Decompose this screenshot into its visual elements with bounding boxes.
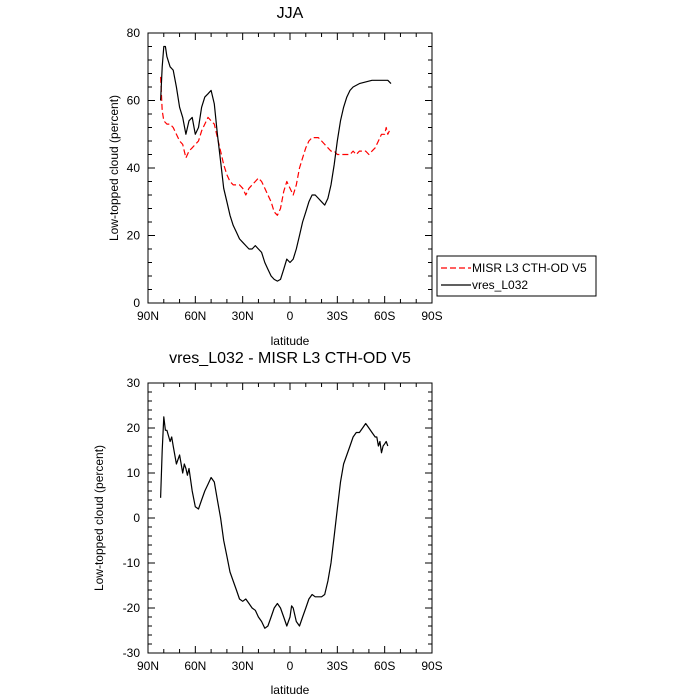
bottom-gridticks — [147, 382, 433, 654]
bottom-tick-labels: 90N 60N 30N 0 30S 60S 90S -30 -20 -10 0 10 20 30 — [123, 376, 443, 673]
bottom-y-tick-label: 30 — [127, 376, 141, 390]
top-gridticks — [147, 32, 433, 304]
bottom-y-axis-label: Low-topped cloud (percent) — [92, 445, 106, 591]
top-plot-area: 90N 60N 30N 0 30S 60S 90S 0 20 40 60 80 — [127, 26, 443, 323]
legend-label-vres: vres_L032 — [472, 278, 528, 292]
bottom-plot-area: 90N 60N 30N 0 30S 60S 90S -30 -20 -10 0 10 20 30 — [123, 376, 443, 673]
top-chart-title: JJA — [277, 5, 304, 22]
bottom-chart-title: vres_L032 - MISR L3 CTH-OD V5 — [169, 350, 411, 367]
bottom-y-tick-label: -10 — [123, 556, 141, 570]
bottom-y-tick-label: 20 — [127, 421, 141, 435]
bottom-y-tick-label: 10 — [127, 466, 141, 480]
bottom-x-tick-label: 60N — [184, 659, 206, 673]
top-x-tick-label: 60N — [184, 309, 206, 323]
bottom-x-tick-label: 0 — [287, 659, 294, 673]
top-x-tick-label: 90S — [421, 309, 442, 323]
top-y-tick-label: 20 — [127, 229, 141, 243]
bottom-x-tick-label: 90N — [137, 659, 159, 673]
top-tick-labels: 90N 60N 30N 0 30S 60S 90S 0 20 40 60 80 — [127, 26, 443, 323]
top-y-axis-label: Low-topped cloud (percent) — [107, 95, 121, 241]
bottom-series — [160, 416, 389, 629]
top-y-tick-label: 0 — [133, 296, 140, 310]
bottom-plot-frame — [147, 382, 433, 654]
top-series — [160, 45, 392, 282]
top-x-tick-label: 30N — [232, 309, 254, 323]
top-x-tick-label: 90N — [137, 309, 159, 323]
bottom-x-tick-label: 30S — [327, 659, 348, 673]
top-panel: JJA 90N 60N 30N 0 30S 60S 90S 0 20 40 60 80 latitud… — [107, 5, 597, 348]
bottom-x-tick-label: 90S — [421, 659, 442, 673]
top-y-tick-label: 60 — [127, 94, 141, 108]
top-x-tick-label: 30S — [327, 309, 348, 323]
top-x-tick-label: 0 — [287, 309, 294, 323]
bottom-series-line-series — [160, 416, 389, 629]
legend-box — [436, 255, 597, 297]
top-y-tick-label: 40 — [127, 161, 141, 175]
bottom-y-tick-label: 0 — [133, 511, 140, 525]
top-x-axis-label: latitude — [271, 334, 310, 348]
bottom-panel: vres_L032 - MISR L3 CTH-OD V5 90N 60N 30N 0… — [92, 350, 443, 697]
legend: MISR L3 CTH-OD V5 vres_L032 — [436, 255, 597, 297]
bottom-x-tick-label: 30N — [232, 659, 254, 673]
bottom-y-tick-label: -20 — [123, 601, 141, 615]
bottom-y-tick-label: -30 — [123, 646, 141, 660]
top-series-line-misr-l3-cth-od-v5 — [160, 76, 390, 216]
bottom-x-axis-label: latitude — [271, 683, 310, 697]
top-y-tick-label: 80 — [127, 26, 141, 40]
bottom-x-tick-label: 60S — [374, 659, 395, 673]
top-series-line-vres-l032 — [160, 45, 392, 282]
legend-label-misr: MISR L3 CTH-OD V5 — [472, 261, 587, 275]
top-x-tick-label: 60S — [374, 309, 395, 323]
